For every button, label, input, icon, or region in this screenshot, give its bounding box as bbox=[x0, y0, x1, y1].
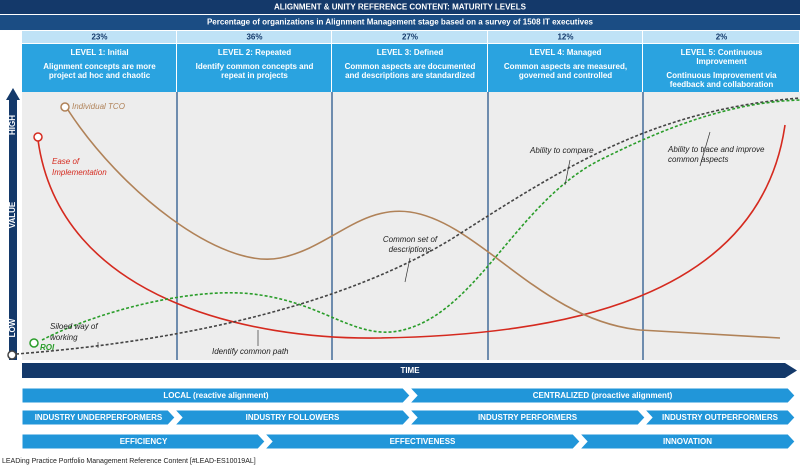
level-cell bbox=[643, 44, 799, 92]
footer: LEADing Practice Portfolio Management Re… bbox=[2, 458, 256, 465]
percent-cell bbox=[22, 31, 176, 43]
path-label: Identify common path bbox=[212, 347, 289, 356]
band-segment bbox=[408, 409, 646, 426]
band-segment bbox=[21, 409, 176, 426]
y-axis-arrow bbox=[6, 88, 20, 360]
roi-start bbox=[29, 338, 39, 348]
percent: 12% bbox=[557, 33, 573, 42]
band-label: INNOVATION bbox=[663, 437, 712, 446]
band-label: INDUSTRY PERFORMERS bbox=[478, 413, 578, 422]
band-label: EFFICIENCY bbox=[120, 437, 168, 446]
tco-curve bbox=[67, 109, 781, 339]
percent-cell bbox=[177, 31, 331, 43]
trace-label: common aspects bbox=[668, 155, 728, 164]
band-segment bbox=[21, 433, 266, 450]
level-description: Common aspects are documented bbox=[345, 62, 476, 71]
band-segment bbox=[21, 387, 411, 404]
descriptions-label: descriptions bbox=[389, 245, 432, 254]
level-cell bbox=[332, 44, 487, 92]
band-label: INDUSTRY UNDERPERFORMERS bbox=[35, 413, 163, 422]
subtitle-bar bbox=[0, 15, 800, 30]
siloed-label: Siloed way of bbox=[50, 322, 98, 331]
level-label: LEVEL 1: Initial bbox=[70, 48, 128, 57]
level-cell bbox=[177, 44, 331, 92]
band-label: CENTRALIZED (proactive alignment) bbox=[533, 391, 673, 400]
band-label: INDUSTRY OUTPERFORMERS bbox=[662, 413, 779, 422]
leader bbox=[404, 257, 411, 283]
roi-label: ROI bbox=[40, 343, 55, 352]
level-label: LEVEL 4: Managed bbox=[530, 48, 602, 57]
level-label: Improvement bbox=[696, 57, 747, 66]
band-label: EFFECTIVENESS bbox=[390, 437, 456, 446]
band-label: INDUSTRY FOLLOWERS bbox=[246, 413, 340, 422]
percent-cell bbox=[488, 31, 642, 43]
level-description: Continuous Improvement via bbox=[666, 71, 777, 80]
level-label: LEVEL 2: Repeated bbox=[218, 48, 291, 57]
level-cell bbox=[22, 44, 176, 92]
percent: 2% bbox=[716, 33, 728, 42]
band-segment bbox=[173, 409, 411, 426]
ease-curve bbox=[37, 124, 786, 339]
band-segment bbox=[408, 387, 796, 404]
level-description: Identify common concepts and bbox=[196, 62, 314, 71]
trace-label: Ability to trace and improve bbox=[667, 145, 765, 154]
ease-label: Ease of bbox=[52, 157, 80, 166]
band-segment bbox=[263, 433, 581, 450]
title: ALIGNMENT & UNITY REFERENCE CONTENT: MAT… bbox=[274, 3, 527, 12]
band-segment bbox=[643, 409, 796, 426]
ease-label: Implementation bbox=[52, 168, 107, 177]
leader bbox=[699, 131, 711, 167]
time-arrow bbox=[22, 363, 797, 378]
title-bar bbox=[0, 0, 800, 14]
level-description: governed and controlled bbox=[519, 71, 612, 80]
percent: 27% bbox=[402, 33, 418, 42]
ease-start bbox=[33, 132, 43, 142]
compare-curve bbox=[15, 97, 800, 355]
percent: 23% bbox=[91, 33, 107, 42]
band-segment bbox=[578, 433, 796, 450]
descriptions-label: Common set of bbox=[383, 235, 438, 244]
leader bbox=[564, 159, 571, 186]
chart-area bbox=[22, 92, 800, 360]
level-description: and descriptions are standardized bbox=[345, 71, 475, 80]
level-description: project ad hoc and chaotic bbox=[49, 71, 151, 80]
level-cell bbox=[488, 44, 642, 92]
level-description: Alignment concepts are more bbox=[43, 62, 156, 71]
tco-start bbox=[60, 102, 70, 112]
level-description: repeat in projects bbox=[221, 71, 288, 80]
y-high: HIGH bbox=[8, 115, 17, 135]
percent-cell bbox=[332, 31, 487, 43]
level-description: feedback and collaboration bbox=[670, 80, 774, 89]
y-low: LOW bbox=[8, 318, 17, 337]
subtitle: Percentage of organizations in Alignment… bbox=[207, 18, 594, 27]
x-label: TIME bbox=[400, 366, 420, 375]
compare-label: Ability to compare bbox=[529, 146, 594, 155]
roi-curve bbox=[41, 99, 800, 341]
percent-cell bbox=[643, 31, 799, 43]
percent: 36% bbox=[246, 33, 262, 42]
band-label: LOCAL (reactive alignment) bbox=[163, 391, 269, 400]
level-label: LEVEL 3: Defined bbox=[377, 48, 444, 57]
tco-label: Individual TCO bbox=[72, 102, 125, 111]
siloed-label: working bbox=[50, 333, 78, 342]
y-label: VALUE bbox=[8, 201, 17, 228]
compare-start bbox=[7, 350, 17, 360]
level-description: Common aspects are measured, bbox=[504, 62, 627, 71]
level-label: LEVEL 5: Continuous bbox=[681, 48, 763, 57]
